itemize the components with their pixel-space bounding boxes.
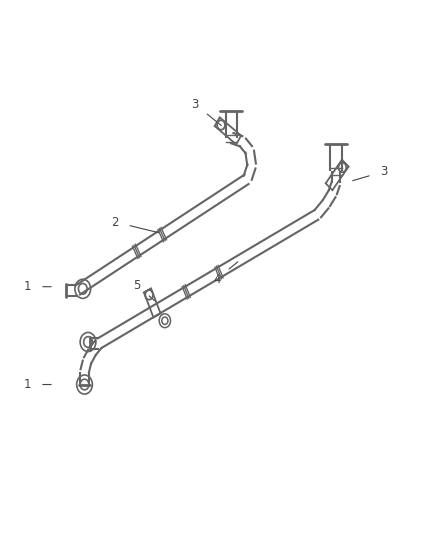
- Text: 3: 3: [191, 98, 198, 110]
- Text: 5: 5: [133, 279, 141, 292]
- Text: 2: 2: [112, 216, 119, 229]
- Text: 1: 1: [24, 378, 32, 391]
- Text: 1: 1: [24, 280, 32, 293]
- Text: 3: 3: [380, 165, 387, 178]
- Text: 4: 4: [213, 272, 220, 286]
